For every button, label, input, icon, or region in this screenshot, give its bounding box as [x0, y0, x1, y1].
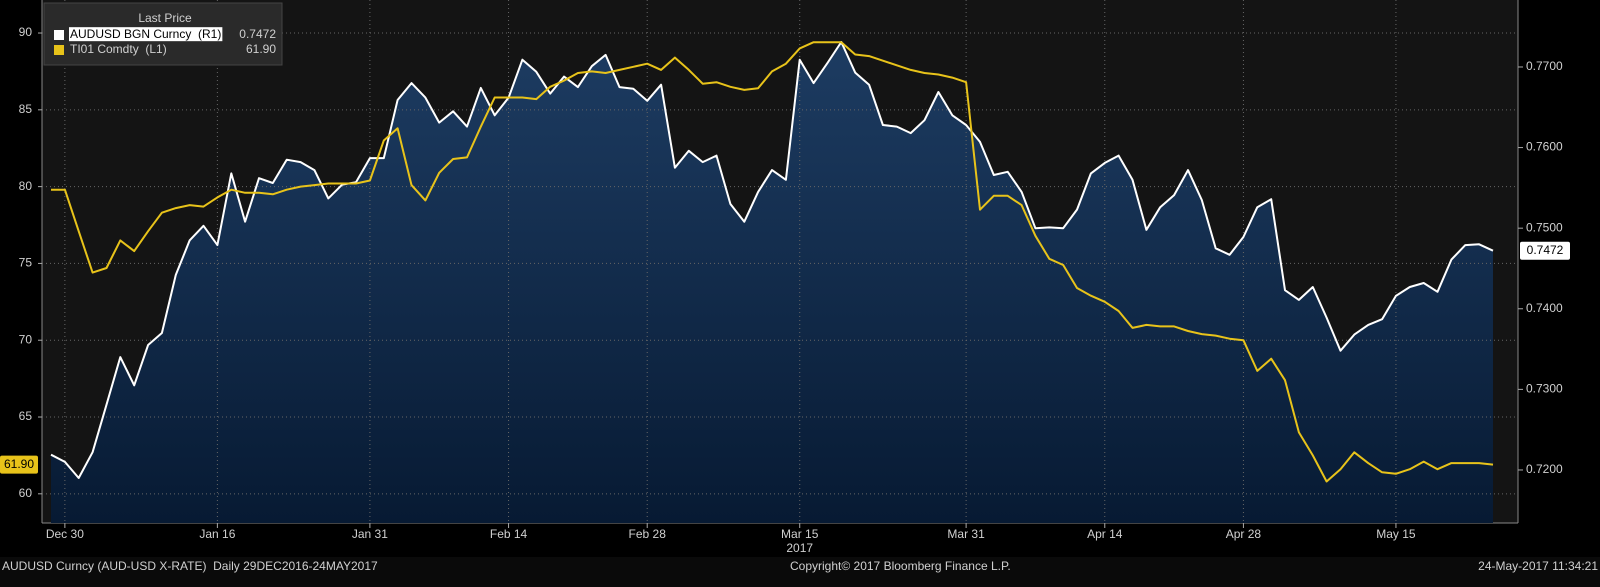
x-tick-label: May 15 — [1376, 527, 1416, 541]
chart-layer: 60 65 70 75 80 85 90 0.7200 0.7300 0.7400 0.7500 0.… — [0, 0, 1570, 555]
last-value-label: 0.7472 — [1527, 243, 1564, 257]
y-tick-label: 90 — [19, 25, 33, 39]
legend-title: Last Price — [138, 11, 192, 25]
y2-tick-label: 0.7500 — [1526, 220, 1563, 234]
x-tick-label: Feb 14 — [490, 527, 528, 541]
footer-right: 24-May-2017 11:34:21 — [1478, 559, 1598, 573]
legend-entry: AUDUSD BGN Curncy (R1) — [70, 27, 221, 41]
y-tick-label: 70 — [19, 332, 33, 346]
x-tick-label: Apr 14 — [1087, 527, 1123, 541]
y2-tick-label: 0.7200 — [1526, 462, 1563, 476]
x-tick-label: Apr 28 — [1226, 527, 1262, 541]
y-tick-label: 75 — [19, 256, 33, 270]
x-tick-label: Mar 31 — [947, 527, 985, 541]
series-line — [50, 41, 1494, 479]
y-tick-label: 60 — [19, 486, 33, 500]
series-line — [51, 41, 1494, 483]
series-area — [51, 42, 1493, 523]
y2-tick-label: 0.7700 — [1526, 59, 1563, 73]
x-tick-label: Jan 16 — [199, 527, 235, 541]
last-value-tag — [0, 455, 38, 474]
x-tick-label: Feb 28 — [629, 527, 667, 541]
y2-tick-label: 0.7400 — [1526, 301, 1563, 315]
legend-value: 0.7472 — [239, 27, 276, 41]
legend-entry: TI01 Comdty (L1) — [70, 42, 167, 56]
last-value-tag — [1520, 241, 1570, 260]
legend-swatch — [54, 45, 64, 55]
legend-swatch — [54, 30, 64, 40]
y2-tick-label: 0.7300 — [1526, 382, 1563, 396]
x-tick-label: Jan 31 — [352, 527, 388, 541]
last-value-label: 61.90 — [4, 457, 34, 471]
footer-left: AUDUSD Curncy (AUD-USD X-RATE) Daily 29D… — [2, 559, 378, 573]
footer-center: Copyright© 2017 Bloomberg Finance L.P. — [790, 559, 1011, 573]
x-tick-label: Mar 15 — [781, 527, 819, 541]
y-tick-label: 65 — [19, 409, 33, 423]
footer-bar — [0, 557, 1600, 587]
y-tick-label: 85 — [19, 102, 33, 116]
x-year-label: 2017 — [786, 541, 813, 555]
x-tick-label: Dec 30 — [46, 527, 84, 541]
y2-tick-label: 0.7600 — [1526, 140, 1563, 154]
y-tick-label: 80 — [19, 179, 33, 193]
legend-value: 61.90 — [246, 42, 276, 56]
legend-highlight — [69, 27, 223, 42]
